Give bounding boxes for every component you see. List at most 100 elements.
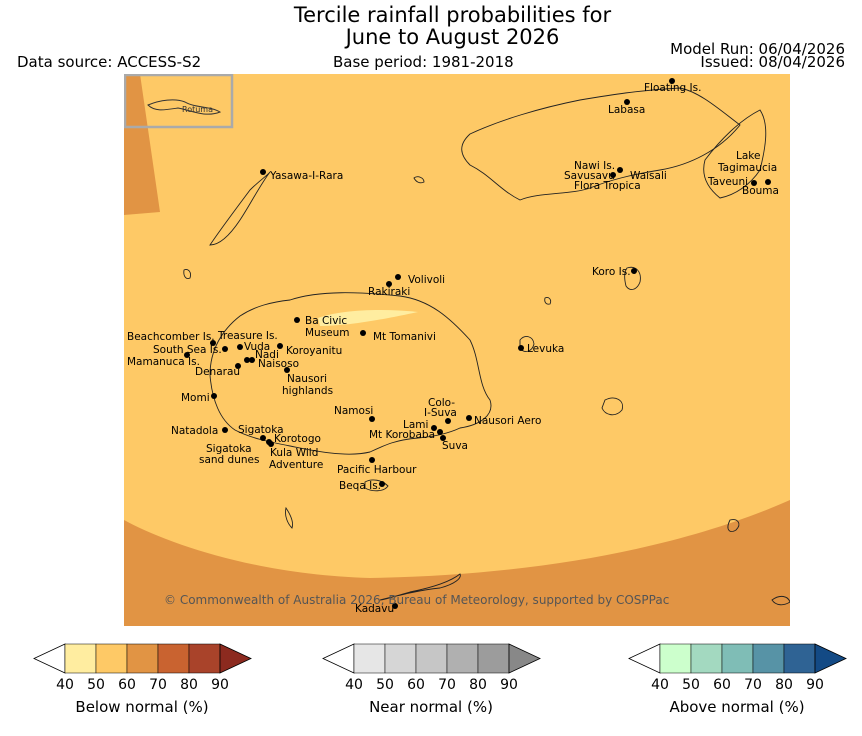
place-dot: [235, 363, 241, 369]
colorbar-min-arrow: [322, 643, 355, 674]
place-dot: [294, 317, 300, 323]
place-marker: Ba Civic: [294, 315, 347, 327]
colorbar-tick: 50: [87, 677, 105, 693]
colorbar-segment: [752, 643, 785, 674]
colorbar-max-arrow: [814, 643, 847, 674]
base-period-label: Base period: 1981-2018: [333, 53, 514, 71]
place-label: Mamanuca Is.: [127, 356, 200, 368]
place-label: Lami: [403, 419, 428, 431]
probability-field: [124, 74, 790, 626]
place-label: Bouma: [742, 185, 779, 197]
colorbar-tick: 40: [651, 677, 669, 693]
place-label: Ba Civic: [305, 315, 347, 327]
place-label: Adventure: [269, 459, 323, 471]
coastlines: [183, 87, 790, 606]
place-marker: Kadavu: [355, 603, 398, 615]
place-dot: [260, 169, 266, 175]
place-marker: Rakiraki: [368, 281, 410, 298]
place-marker: highlands: [282, 385, 333, 397]
place-dot: [431, 425, 437, 431]
colorbar-tick: 90: [500, 677, 518, 693]
colorbar-tick: 40: [345, 677, 363, 693]
place-dot: [249, 357, 255, 363]
place-label: Taveuni: [707, 176, 748, 188]
colorbar-segment: [659, 643, 692, 674]
place-dot: [617, 167, 623, 173]
place-marker: Lami: [403, 419, 437, 431]
place-marker: Beachcomber Is.: [127, 331, 216, 346]
inset-frame: [124, 74, 234, 129]
place-marker: Naisoso: [249, 357, 299, 370]
place-dot: [284, 367, 290, 373]
colorbar-segment: [690, 643, 723, 674]
place-marker: Natadola: [171, 425, 228, 437]
place-dot: [268, 441, 274, 447]
place-label: I-Suva: [424, 407, 457, 419]
place-marker: Pacific Harbour: [337, 457, 417, 476]
place-dot: [631, 268, 637, 274]
place-label: Flora Tropica: [574, 180, 641, 192]
place-dot: [395, 274, 401, 280]
place-marker: Taveuni: [707, 176, 757, 188]
place-label: Koroyanitu: [286, 345, 342, 357]
inset-label: Rotuma: [182, 105, 213, 114]
place-label: Nausori: [287, 373, 327, 385]
colorbar-tick: 80: [469, 677, 487, 693]
colorbar-max-arrow: [219, 643, 252, 674]
place-label: Momi: [181, 392, 210, 404]
place-dot: [440, 435, 446, 441]
place-label: Yasawa-I-Rara: [269, 170, 343, 182]
place-marker: Namosi: [334, 405, 375, 422]
place-marker: Savusavu: [564, 170, 616, 182]
place-marker: Koro Is.: [592, 266, 637, 278]
place-marker: Mamanuca Is.: [127, 352, 200, 368]
place-marker: Nausori: [284, 367, 327, 385]
place-label: Nausori Aero: [474, 415, 541, 427]
place-label: Korotogo: [274, 433, 321, 445]
place-dot: [211, 393, 217, 399]
colorbar-segment: [783, 643, 816, 674]
place-label: Nawi Is.: [574, 160, 615, 172]
place-label: Labasa: [608, 104, 645, 116]
place-marker: Bouma: [742, 179, 779, 197]
place-label: Treasure Is.: [217, 330, 278, 342]
model-run-label: Model Run: 06/04/2026: [670, 40, 845, 58]
colorbar-segment: [477, 643, 510, 674]
band-40: [318, 310, 418, 326]
colorbar-segment: [64, 643, 97, 674]
place-label: Savusavu: [564, 170, 615, 182]
inset-island: [147, 99, 222, 115]
place-label: Suva: [442, 440, 468, 452]
place-marker: Koroyanitu: [277, 343, 342, 357]
place-marker: Levuka: [518, 343, 564, 355]
place-dot: [244, 357, 250, 363]
place-dot: [369, 457, 375, 463]
place-label: Beachcomber Is.: [127, 331, 215, 343]
chart-title-line-1: Tercile rainfall probabilities for: [293, 3, 612, 27]
colorbar-segment: [721, 643, 754, 674]
colorbar-tick: 80: [180, 677, 198, 693]
place-marker: Suva: [440, 435, 468, 452]
place-marker: Nausori Aero: [466, 415, 541, 427]
colorbar-label: Above normal (%): [669, 698, 804, 716]
place-label: highlands: [282, 385, 333, 397]
place-label: Waisali: [630, 170, 667, 182]
place-label: Volivoli: [408, 274, 445, 286]
colorbar-tick: 60: [713, 677, 731, 693]
place-dot: [222, 427, 228, 433]
place-marker: South Sea Is.: [153, 344, 228, 356]
place-label: Mt Korobaba: [369, 429, 435, 441]
place-marker: Floating Is.: [644, 78, 701, 94]
colorbar-segment: [353, 643, 386, 674]
place-label: Vuda: [244, 341, 270, 353]
colorbar-segment: [157, 643, 190, 674]
colorbar-tick: 70: [149, 677, 167, 693]
place-label: Tagimaucia: [717, 162, 777, 174]
place-marker: Yasawa-I-Rara: [260, 169, 343, 182]
place-dot: [669, 78, 675, 84]
colorbar-segment: [384, 643, 417, 674]
place-dot: [184, 352, 190, 358]
place-dot: [466, 415, 472, 421]
place-dot: [210, 340, 216, 346]
